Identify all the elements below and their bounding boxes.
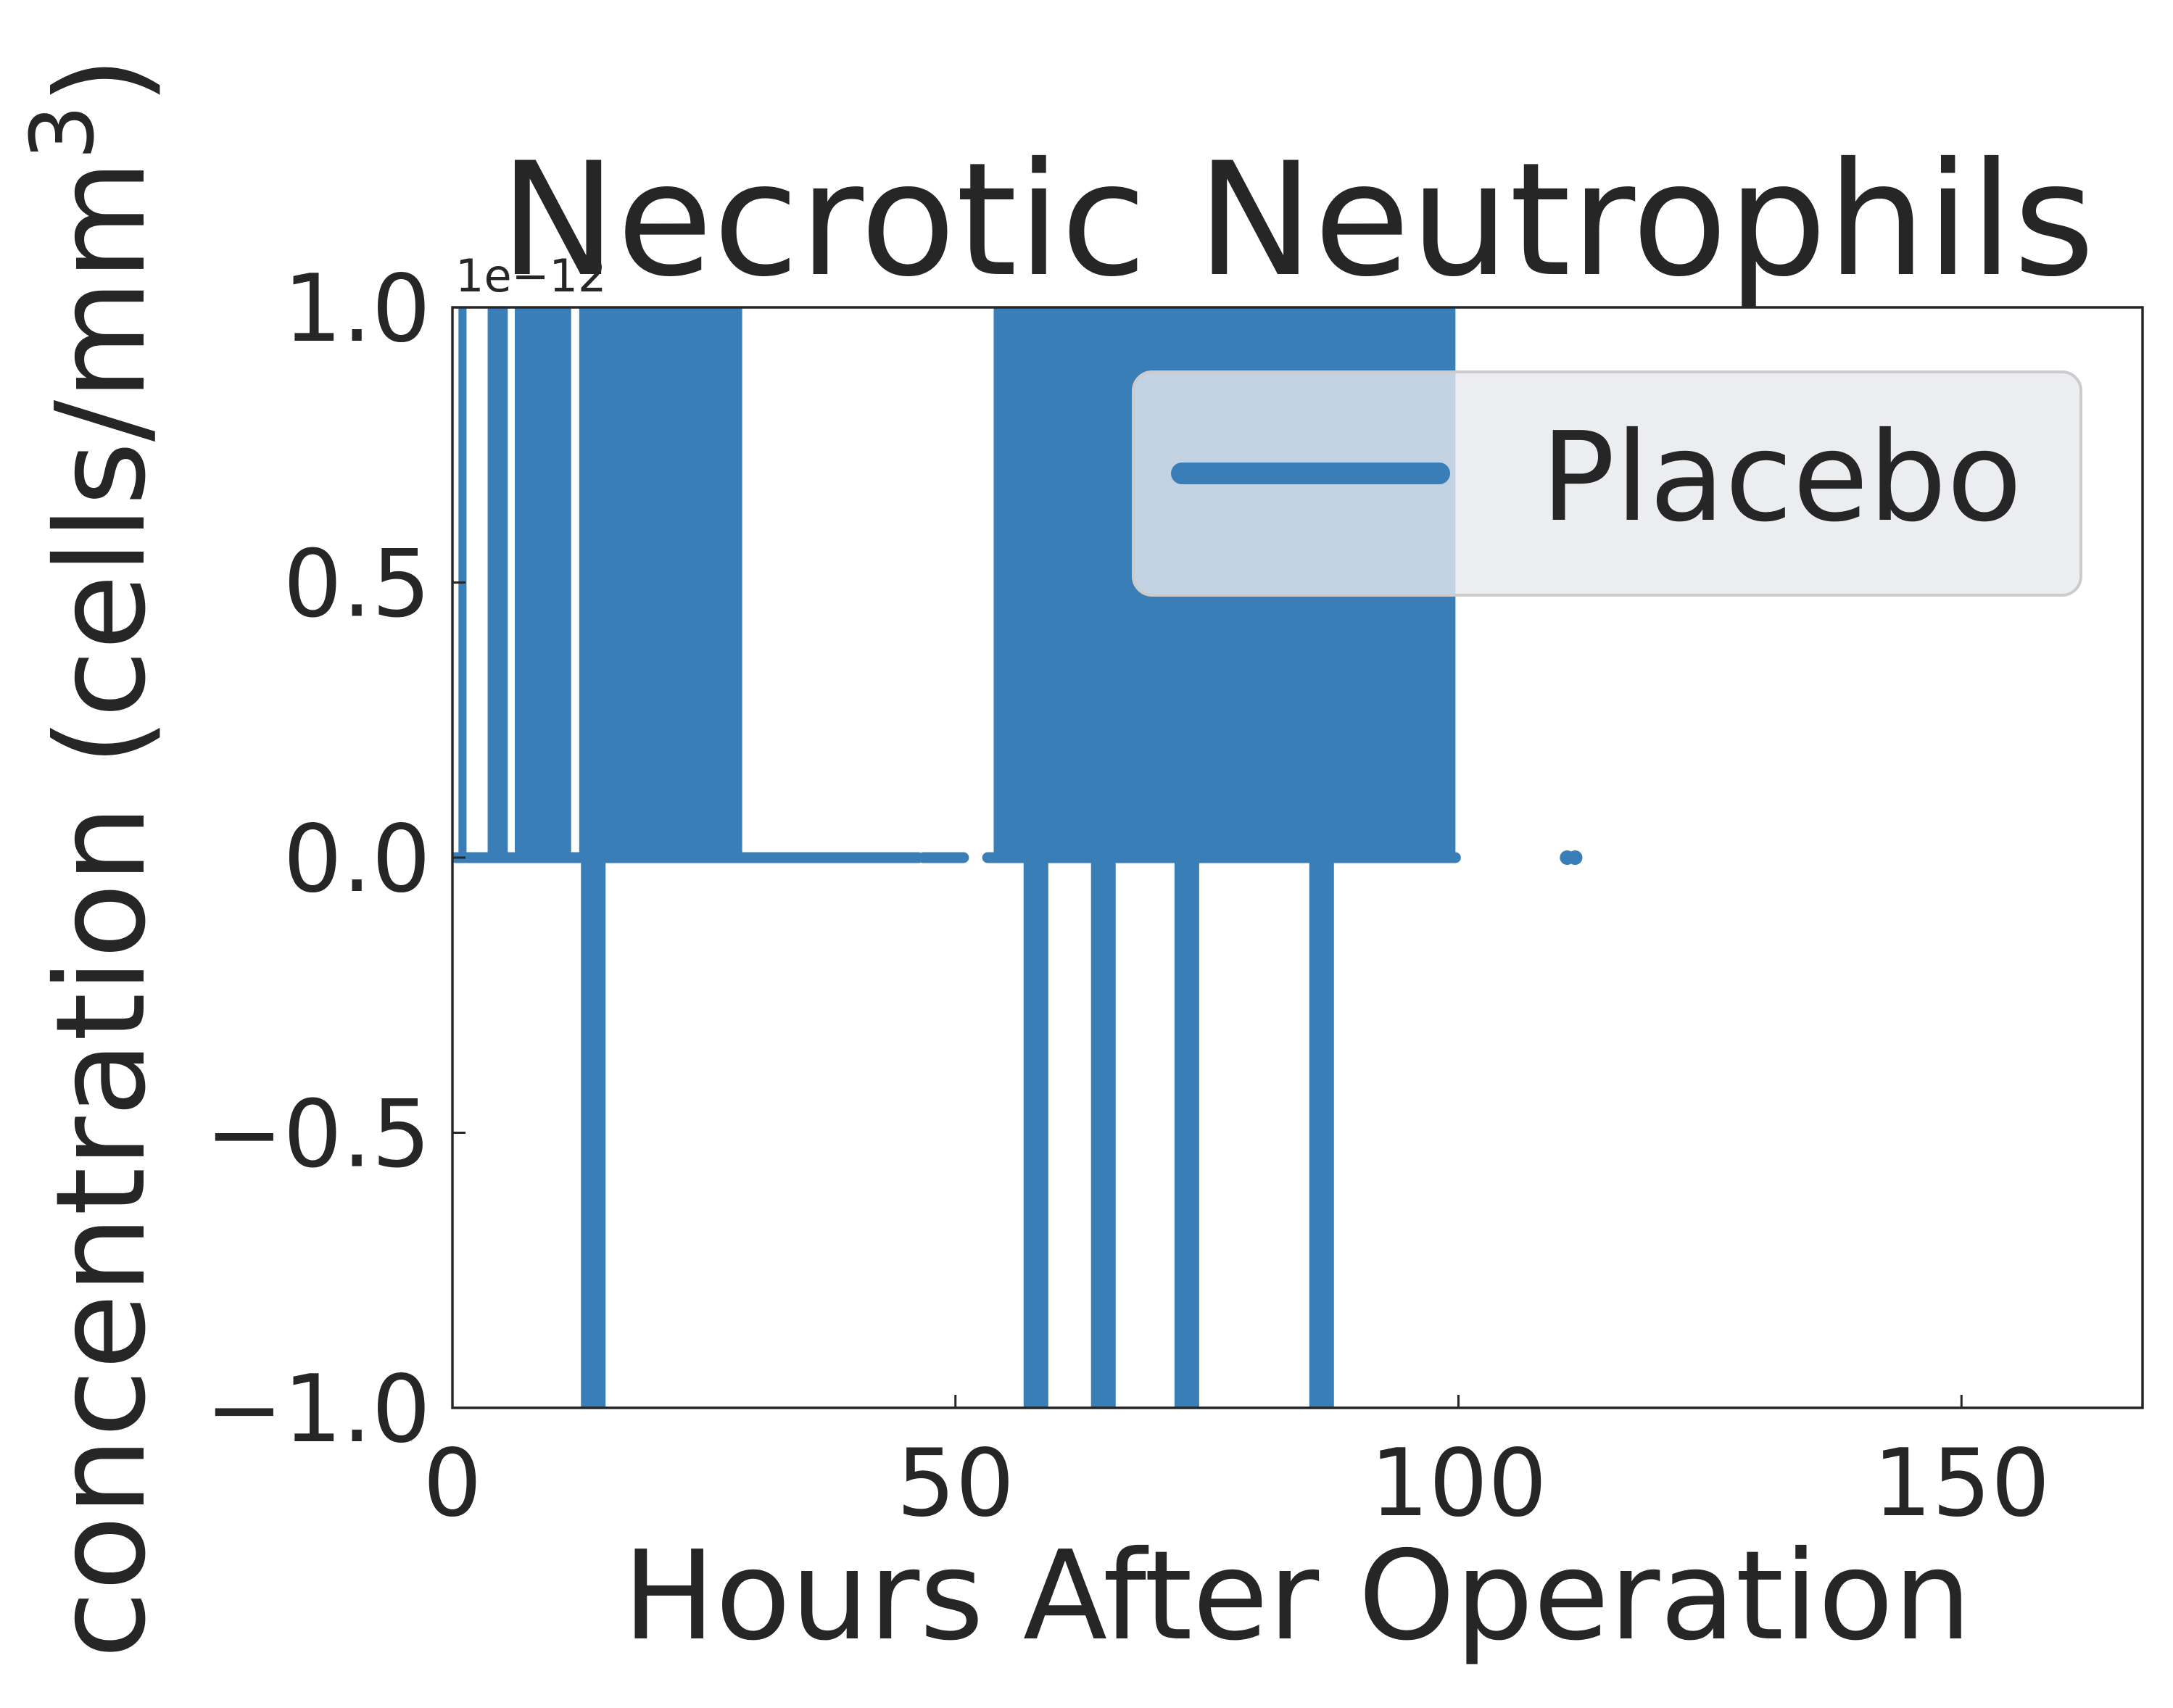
legend-box bbox=[1132, 370, 2082, 597]
y-tick-label-3: 0.5 bbox=[283, 531, 431, 639]
series-0-band-3 bbox=[579, 307, 742, 858]
series-0-band-1 bbox=[487, 307, 508, 858]
x-axis-ticks: 0 50 100 150 bbox=[423, 1395, 2050, 1538]
y-axis-label-suffix: ) bbox=[30, 57, 173, 104]
x-tick-label-2: 100 bbox=[1370, 1430, 1547, 1538]
series-0-point-1 bbox=[1568, 850, 1583, 865]
y-tick-label-2: 0.0 bbox=[283, 805, 431, 913]
y-tick-label-4: 1.0 bbox=[283, 255, 431, 363]
x-tick-label-1: 50 bbox=[896, 1430, 1014, 1538]
y-axis-ticks: −1.0 −0.5 0.0 0.5 1.0 bbox=[205, 255, 465, 1464]
y-tick-label-1: −0.5 bbox=[205, 1081, 431, 1189]
x-axis-label: Hours After Operation bbox=[623, 1525, 1971, 1668]
y-tick-label-0: −1.0 bbox=[205, 1356, 431, 1464]
y-offset-text: 1e−12 bbox=[455, 249, 606, 302]
legend-label-placebo: Placebo bbox=[1541, 406, 2022, 550]
series-0-band-2 bbox=[515, 307, 571, 858]
x-tick-label-3: 150 bbox=[1873, 1430, 2050, 1538]
x-tick-label-0: 0 bbox=[423, 1430, 481, 1538]
y-axis-label: concentration (cells/mm3) bbox=[13, 57, 173, 1659]
plot-frame bbox=[451, 306, 2144, 1409]
y-axis-label-superscript: 3 bbox=[13, 104, 114, 159]
chart-title: Necrotic Neutrophils bbox=[500, 129, 2095, 311]
legend: Placebo bbox=[1132, 370, 2082, 597]
